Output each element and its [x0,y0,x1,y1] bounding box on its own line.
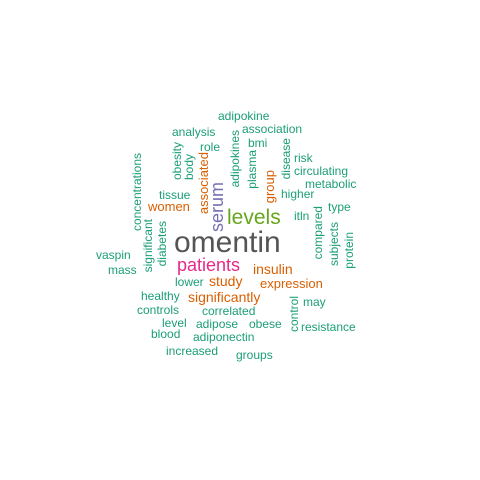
word-analysis: analysis [172,125,216,139]
word-may: may [303,295,326,309]
word-adipose: adipose [196,317,239,331]
word-lower: lower [175,275,204,289]
word-correlated: correlated [202,304,256,318]
word-adipokine: adipokine [218,109,270,123]
word-vaspin: vaspin [96,248,131,262]
word-women: women [148,199,190,214]
word-subjects: subjects [327,222,341,267]
word-disease: disease [279,138,293,180]
word-insulin: insulin [253,261,293,277]
word-diabetes: diabetes [155,221,169,267]
word-patients: patients [177,255,241,275]
word-group: group [262,170,277,204]
word-tissue: tissue [159,188,191,202]
word-plasma: plasma [245,150,259,189]
word-associated: associated [196,152,211,215]
word-bmi: bmi [248,136,268,150]
word-levels: levels [227,206,281,229]
word-type: type [328,200,351,214]
word-controls: controls [137,303,180,317]
word-adipokines: adipokines [228,130,242,188]
word-mass: mass [108,263,137,277]
word-itln: itln [294,209,310,223]
word-level: level [162,316,187,330]
word-increased: increased [166,344,219,358]
word-significant: significant [141,219,155,273]
word-protein: protein [342,232,356,269]
word-obese: obese [249,317,282,331]
word-control: control [287,296,301,333]
word-resistance: resistance [301,320,356,334]
word-risk: risk [294,151,313,165]
word-study: study [209,273,243,289]
word-circulating: circulating [294,164,349,178]
word-healthy: healthy [141,289,180,303]
word-association: association [242,122,303,136]
word-groups: groups [236,348,273,362]
word-expression: expression [260,276,323,291]
word-compared: compared [311,206,325,260]
word-adiponectin: adiponectin [193,330,255,344]
word-higher: higher [281,187,315,201]
word-metabolic: metabolic [305,177,357,191]
word-role: role [200,140,221,154]
word-omentin: omentin [174,226,281,259]
word-significantly: significantly [188,289,261,305]
word-body: body [182,154,196,181]
word-blood: blood [151,327,181,341]
